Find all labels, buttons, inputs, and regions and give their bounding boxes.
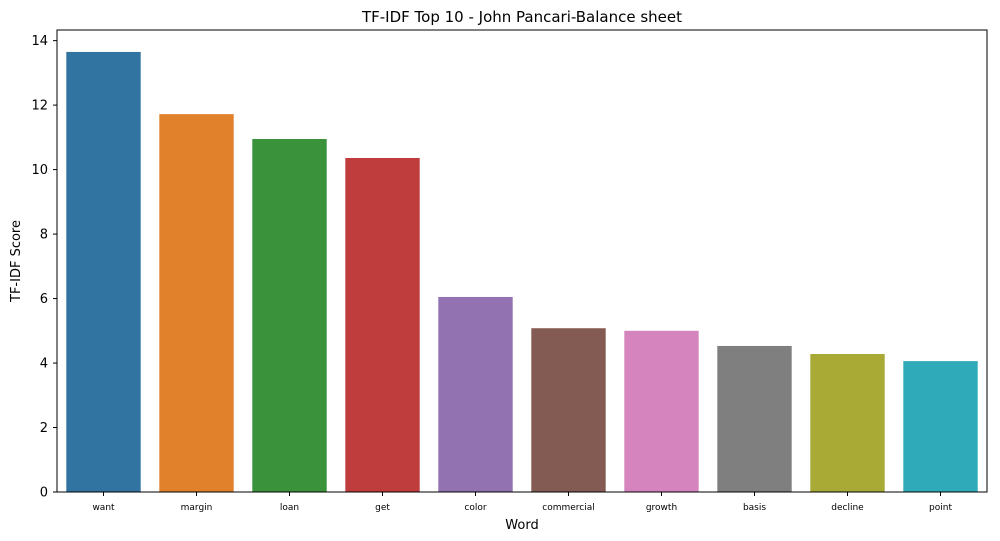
x-tick-label: decline bbox=[831, 503, 864, 513]
bar-color bbox=[438, 296, 513, 492]
bar-growth bbox=[624, 330, 699, 492]
bars-layer bbox=[66, 51, 978, 493]
x-tick-label: get bbox=[375, 503, 390, 513]
bar-commercial bbox=[531, 328, 606, 492]
y-tick-label: 4 bbox=[40, 357, 48, 372]
chart-title: TF-IDF Top 10 - John Pancari-Balance she… bbox=[361, 8, 682, 26]
y-tick-label: 8 bbox=[40, 228, 48, 243]
plot-frame bbox=[56, 29, 988, 493]
bar-get bbox=[345, 157, 420, 492]
bar-decline bbox=[810, 354, 885, 492]
x-tick-label: loan bbox=[280, 503, 299, 513]
y-tick-label: 12 bbox=[31, 99, 48, 114]
bar-margin bbox=[159, 114, 234, 492]
y-tick-label: 2 bbox=[40, 421, 48, 436]
y-axis: 0 2 4 6 8 10 12 14 bbox=[31, 34, 57, 501]
x-tick-label: margin bbox=[181, 503, 213, 513]
bar-basis bbox=[717, 345, 792, 492]
x-axis: want margin loan get color commercial growth ba… bbox=[92, 492, 952, 513]
x-tick-label: growth bbox=[646, 503, 677, 513]
x-axis-label: Word bbox=[505, 518, 538, 533]
bar-point bbox=[903, 361, 978, 492]
y-tick-label: 0 bbox=[40, 486, 48, 501]
y-axis-label: TF-IDF Score bbox=[9, 220, 24, 303]
x-tick-label: commercial bbox=[542, 503, 595, 513]
x-tick-label: point bbox=[929, 503, 952, 513]
x-tick-label: basis bbox=[743, 503, 766, 513]
y-tick-label: 6 bbox=[40, 292, 48, 307]
bar-want bbox=[66, 51, 141, 492]
x-tick-label: color bbox=[464, 503, 486, 513]
bar-loan bbox=[252, 138, 327, 493]
y-tick-label: 10 bbox=[31, 163, 48, 178]
y-tick-label: 14 bbox=[31, 34, 48, 49]
x-tick-label: want bbox=[92, 503, 115, 513]
